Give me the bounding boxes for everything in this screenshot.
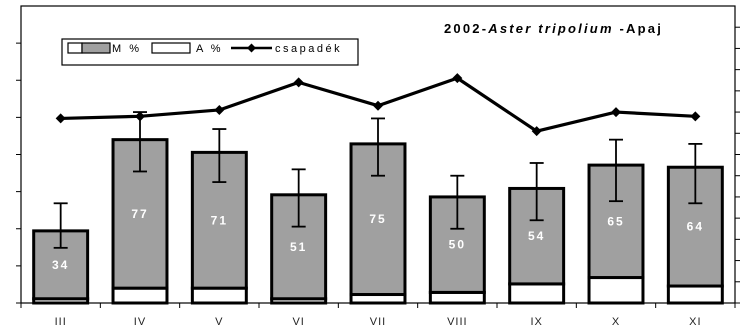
data-label: 71	[211, 213, 228, 227]
precipitation-point	[373, 100, 383, 111]
legend: M % A % csapadék	[61, 38, 359, 66]
legend-frame	[61, 38, 359, 66]
legend-swatch-m	[81, 42, 111, 54]
legend-line-marker	[247, 43, 256, 53]
data-label: 34	[52, 258, 69, 272]
precipitation-point	[293, 77, 304, 88]
x-tick-label: X	[612, 316, 620, 328]
precipitation-point	[214, 104, 225, 115]
data-labels: 34 77 71 51 75 50 54 65 64	[52, 207, 704, 272]
x-tick-label: IX	[530, 316, 542, 328]
legend-swatch-a-inner	[67, 42, 83, 54]
x-tick-labels: III IV V VI VII VIII IX X XI	[20, 303, 736, 328]
chart-title-species: Aster tripolium	[487, 21, 613, 36]
x-tick-label: V	[215, 316, 223, 328]
bar-a-percent	[190, 286, 248, 305]
data-label: 64	[687, 220, 704, 234]
precipitation-point	[452, 73, 463, 84]
precipitation-point	[135, 111, 145, 122]
bar-a-percent	[111, 286, 169, 305]
error-bars	[53, 111, 703, 249]
x-tick-label: XI	[689, 316, 701, 328]
bars	[32, 138, 724, 305]
x-tick-label: VI	[292, 316, 304, 328]
data-label: 51	[290, 240, 307, 254]
right-axis-ticks	[735, 26, 740, 304]
precipitation-point	[55, 113, 66, 124]
data-label: 54	[528, 229, 545, 243]
data-label: 75	[369, 212, 386, 226]
x-tick-label: IV	[134, 316, 146, 328]
precipitation-point	[690, 111, 701, 122]
x-tick-label: VII	[370, 316, 386, 328]
left-axis-ticks	[16, 42, 21, 304]
chart-title-prefix: 2002-	[444, 21, 488, 36]
data-label: 50	[449, 238, 466, 252]
legend-swatch-a	[151, 42, 191, 54]
data-label: 65	[607, 214, 624, 228]
precipitation-point	[611, 107, 621, 118]
x-tick-label: VIII	[447, 316, 468, 328]
chart-title-suffix: -Apaj	[614, 21, 663, 36]
bar-m-percent	[666, 165, 724, 288]
data-label: 77	[131, 207, 148, 221]
bar-a-percent	[587, 276, 645, 305]
precipitation-line	[55, 73, 701, 137]
bar-a-percent	[666, 284, 724, 305]
precipitation-point	[531, 126, 542, 137]
legend-label-a: A %	[196, 43, 223, 55]
legend-label-m: M %	[112, 43, 142, 55]
x-tick-label: III	[55, 316, 67, 328]
chart-title: 2002-Aster tripolium -Apaj	[444, 21, 663, 36]
bar-a-percent	[428, 290, 486, 305]
legend-label-precip: csapadék	[275, 43, 342, 55]
bar-a-percent	[508, 282, 566, 305]
